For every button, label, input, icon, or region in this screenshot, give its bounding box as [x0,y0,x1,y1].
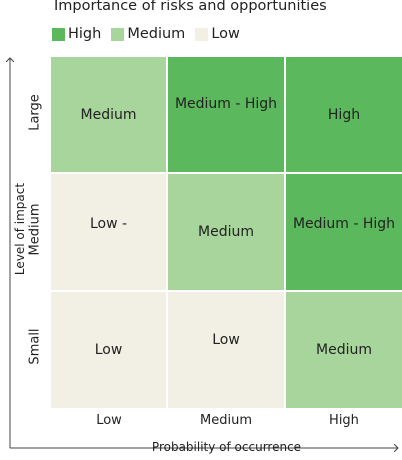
legend-item-medium: Medium [111,26,185,42]
cell-small-medium: Low [168,292,284,408]
cell-large-low: Medium [51,57,166,172]
legend-label-high: High [68,26,102,42]
legend-swatch-high [52,27,65,41]
x-tick-high: High [329,413,359,428]
x-tick-medium: Medium [200,413,252,428]
legend-item-high: High [52,26,101,42]
cell-small-high: Medium [286,292,402,408]
y-tick-small: Small [27,328,43,365]
cell-small-low: Low [51,292,166,408]
cell-medium-low: Low - [51,174,166,290]
y-axis-label: Level of impact [13,182,27,276]
x-tick-low: Low [96,413,122,428]
legend: High Medium Low [52,26,250,42]
legend-swatch-low [195,27,209,41]
cell-medium-high: Medium - High [286,174,402,290]
chart-title: Importance of risks and opportunities [54,0,327,14]
y-tick-medium: Medium [27,203,43,256]
legend-label-medium: Medium [127,26,186,42]
y-tick-large: Large [27,94,43,131]
cell-medium-medium: Medium [168,174,284,290]
cell-large-medium: Medium - High [168,57,284,172]
risk-matrix: Medium Medium - High High Low - Medium M… [51,57,402,408]
cell-large-high: High [286,57,402,172]
legend-swatch-medium [111,27,125,41]
legend-label-low: Low [211,26,240,42]
x-axis-label: Probability of occurrence [151,440,302,454]
legend-item-low: Low [195,26,240,42]
